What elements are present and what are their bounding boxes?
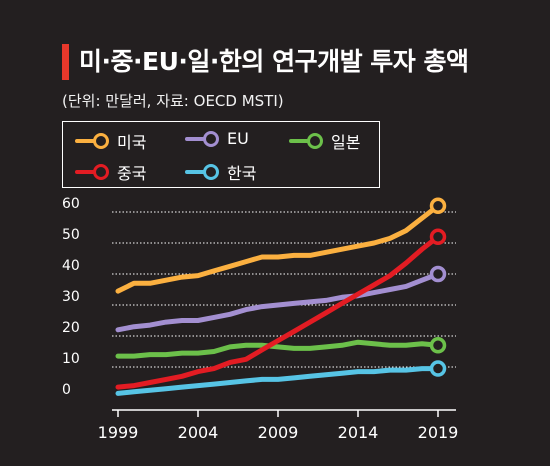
series-line-0 xyxy=(115,203,441,294)
series-endpoint-3 xyxy=(429,228,447,246)
x-tick-label-2004: 2004 xyxy=(178,423,219,442)
title-accent-bar xyxy=(62,44,69,80)
series-line-2 xyxy=(115,339,441,359)
y-tick-label-60: 60 xyxy=(62,196,80,212)
legend-item-eu: EU xyxy=(185,129,249,148)
legend-label-japan: 일본 xyxy=(331,133,361,152)
legend-item-china: 중국 xyxy=(75,160,146,184)
y-tick-label-20: 20 xyxy=(62,320,80,336)
legend-item-us: 미국 xyxy=(75,129,146,153)
legend-swatch-us xyxy=(75,133,109,149)
series-endpoint-2 xyxy=(429,337,447,354)
series-endpoint-4 xyxy=(429,360,447,377)
series-lines xyxy=(115,203,441,396)
x-tick-label-2019: 2019 xyxy=(418,423,459,442)
chart-subtitle: (단위: 만달러, 자료: OECD MSTI) xyxy=(62,92,284,110)
x-tick-label-2009: 2009 xyxy=(258,423,299,442)
series-endpoint-0 xyxy=(429,197,447,215)
y-tick-label-0: 0 xyxy=(62,382,71,398)
series-endpoint-1 xyxy=(429,265,447,283)
x-tick-label-1999: 1999 xyxy=(98,423,139,442)
legend-label-korea: 한국 xyxy=(227,164,257,183)
series-endpoints xyxy=(429,197,447,377)
legend-item-japan: 일본 xyxy=(289,129,360,153)
legend-swatch-korea xyxy=(185,164,219,180)
y-tick-label-50: 50 xyxy=(62,227,80,243)
series-line-3 xyxy=(115,234,441,390)
chart-title: 미·중·EU·일·한의 연구개발 투자 총액 xyxy=(79,47,469,76)
y-tick-label-40: 40 xyxy=(62,258,80,274)
y-axis-ticks: 0 10 20 30 40 50 60 xyxy=(62,196,80,398)
series-line-4 xyxy=(115,366,441,396)
chart-legend: 미국 EU 일본 중국 한국 xyxy=(62,121,380,188)
legend-item-korea: 한국 xyxy=(185,160,256,184)
series-line-1 xyxy=(115,271,441,333)
legend-swatch-eu xyxy=(185,130,219,147)
x-tick-label-2014: 2014 xyxy=(338,423,379,442)
legend-label-china: 중국 xyxy=(117,164,147,183)
y-tick-label-30: 30 xyxy=(62,289,80,305)
y-tick-label-10: 10 xyxy=(62,351,80,367)
legend-label-eu: EU xyxy=(227,129,249,148)
legend-swatch-japan xyxy=(289,133,323,149)
x-axis: 1999 2004 2009 2014 2019 xyxy=(98,409,459,442)
legend-label-us: 미국 xyxy=(117,133,147,152)
legend-swatch-china xyxy=(75,164,109,180)
